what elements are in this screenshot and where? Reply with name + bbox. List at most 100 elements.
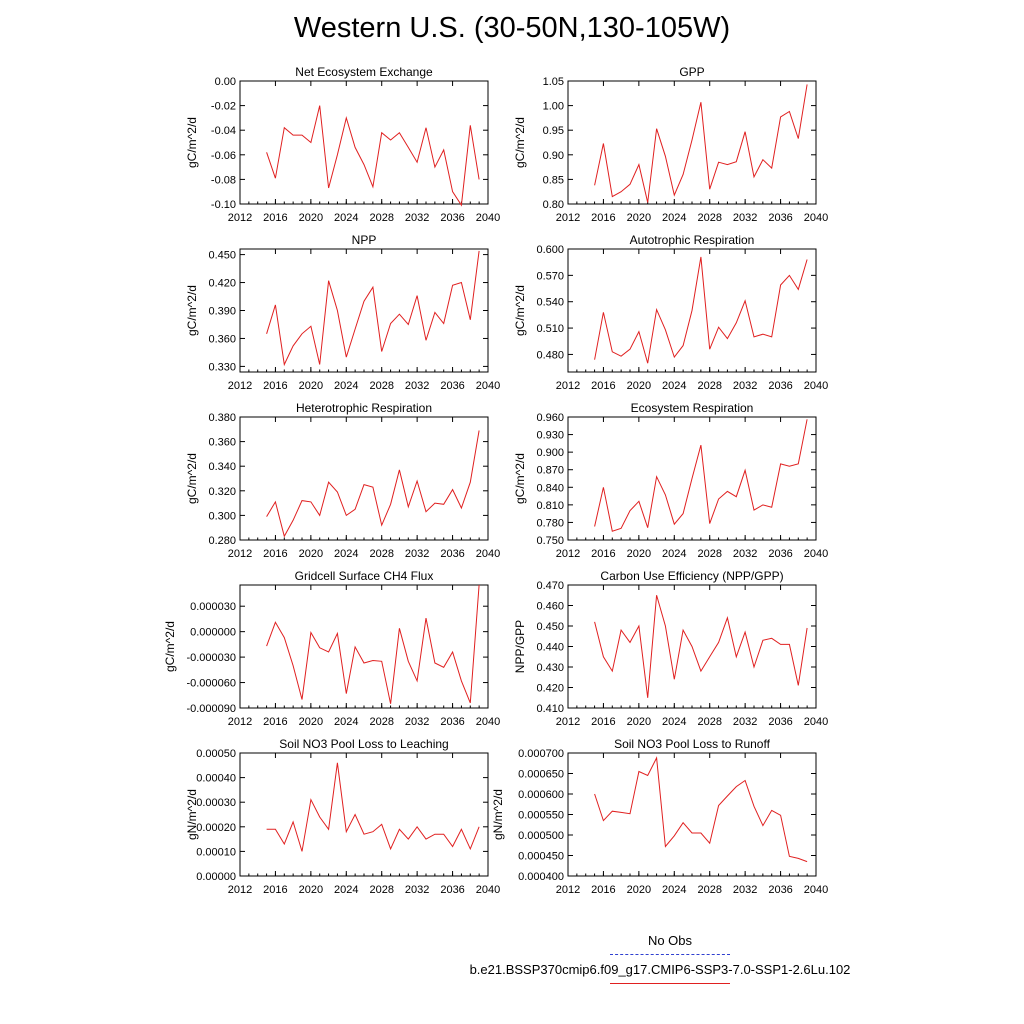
chart-6: Ecosystem Respiration 2012 2016 2020 2024 202… — [513, 401, 828, 560]
x-tick-label: 2028 — [369, 380, 393, 392]
x-tick-label: 2012 — [556, 212, 580, 224]
chart-title: Net Ecosystem Exchange — [295, 65, 433, 79]
page-title: Western U.S. (30-50N,130-105W) — [293, 12, 731, 44]
x-tick-label: 2020 — [299, 212, 323, 224]
chart-5: Heterotrophic Respiration 2012 2016 2020 202… — [185, 401, 500, 560]
x-tick-label: 2016 — [263, 212, 287, 224]
y-tick-label: 1.05 — [543, 76, 564, 88]
x-tick-label: 2028 — [697, 716, 721, 728]
y-tick-label: 0.420 — [536, 683, 564, 695]
y-tick-label: 0.000700 — [518, 748, 564, 760]
x-tick-label: 2012 — [556, 548, 580, 560]
chart-title: Ecosystem Respiration — [631, 401, 754, 415]
chart-title: Heterotrophic Respiration — [296, 401, 432, 415]
x-tick-label: 2028 — [369, 884, 393, 896]
y-tick-label: 0.360 — [208, 333, 236, 345]
x-tick-label: 2036 — [768, 884, 792, 896]
x-tick-label: 2020 — [627, 884, 651, 896]
y-tick-label: -0.10 — [211, 199, 236, 211]
x-tick-label: 2012 — [228, 212, 252, 224]
x-tick-label: 2020 — [627, 212, 651, 224]
x-tick-label: 2012 — [556, 380, 580, 392]
x-tick-label: 2032 — [405, 212, 429, 224]
x-tick-label: 2040 — [804, 212, 828, 224]
x-tick-label: 2040 — [804, 884, 828, 896]
y-axis-label: gN/m^2/d — [185, 789, 199, 840]
x-tick-label: 2032 — [733, 716, 757, 728]
x-tick-label: 2016 — [591, 884, 615, 896]
x-tick-label: 2016 — [263, 884, 287, 896]
y-tick-label: 0.320 — [208, 486, 236, 498]
x-tick-label: 2020 — [299, 716, 323, 728]
y-axis-label: gC/m^2/d — [185, 453, 199, 504]
y-tick-label: 0.00040 — [196, 773, 236, 785]
x-tick-label: 2024 — [662, 212, 686, 224]
y-tick-label: 0.000000 — [190, 627, 236, 639]
x-tick-label: 2036 — [440, 548, 464, 560]
y-tick-label: 0.510 — [536, 323, 564, 335]
y-tick-label: 0.480 — [536, 349, 564, 361]
chart-title: NPP — [352, 233, 377, 247]
x-tick-label: 2020 — [627, 380, 651, 392]
x-tick-label: 2040 — [804, 548, 828, 560]
y-tick-label: 0.900 — [536, 447, 564, 459]
y-tick-label: 0.00050 — [196, 748, 236, 760]
chart-9: Soil NO3 Pool Loss to Leaching 2012 2016 20… — [185, 737, 500, 896]
chart-title: Soil NO3 Pool Loss to Runoff — [614, 737, 771, 751]
chart-title: Soil NO3 Pool Loss to Leaching — [279, 737, 448, 751]
y-tick-label: 0.00 — [215, 76, 236, 88]
y-axis-label: gC/m^2/d — [185, 285, 199, 336]
y-tick-label: 0.930 — [536, 430, 564, 442]
y-tick-label: -0.000090 — [186, 703, 236, 715]
plot-frame — [239, 416, 489, 541]
y-tick-label: 0.000550 — [518, 810, 564, 822]
x-tick-label: 2020 — [299, 380, 323, 392]
x-tick-label: 2028 — [369, 716, 393, 728]
x-tick-label: 2036 — [768, 548, 792, 560]
x-tick-label: 2036 — [768, 380, 792, 392]
y-tick-label: 0.450 — [536, 621, 564, 633]
series-line — [266, 762, 480, 852]
x-tick-label: 2024 — [662, 548, 686, 560]
x-tick-label: 2016 — [591, 380, 615, 392]
y-tick-label: 0.440 — [536, 642, 564, 654]
chart-3: NPP 2012 2016 2020 2024 2028 2032 2036 2040 0.330… — [185, 233, 500, 392]
x-tick-label: 2036 — [440, 884, 464, 896]
y-tick-label: 0.340 — [208, 461, 236, 473]
y-tick-label: -0.02 — [211, 101, 236, 113]
x-tick-label: 2012 — [228, 884, 252, 896]
x-tick-label: 2040 — [804, 716, 828, 728]
y-tick-label: 0.95 — [543, 125, 564, 137]
x-tick-label: 2028 — [697, 548, 721, 560]
x-tick-label: 2024 — [662, 716, 686, 728]
y-tick-label: -0.06 — [211, 150, 236, 162]
x-tick-label: 2012 — [228, 380, 252, 392]
y-tick-label: 0.00010 — [196, 846, 236, 858]
y-tick-label: 0.000030 — [190, 601, 236, 613]
x-tick-label: 2024 — [334, 716, 358, 728]
y-tick-label: -0.000060 — [186, 678, 236, 690]
y-axis-label: gC/m^2/d — [163, 621, 177, 672]
x-tick-label: 2040 — [804, 380, 828, 392]
y-tick-label: 1.00 — [543, 101, 564, 113]
y-axis-label: NPP/GPP — [513, 620, 527, 673]
y-tick-label: 0.000600 — [518, 789, 564, 801]
chart-title: Gridcell Surface CH4 Flux — [295, 569, 434, 583]
y-tick-label: 0.840 — [536, 482, 564, 494]
x-tick-label: 2028 — [697, 212, 721, 224]
x-tick-label: 2028 — [369, 212, 393, 224]
series-line — [266, 430, 480, 538]
y-tick-label: 0.420 — [208, 278, 236, 290]
x-tick-label: 2032 — [733, 884, 757, 896]
chart-1: Net Ecosystem Exchange 2012 2016 2020 2024 20… — [185, 65, 500, 224]
series-line — [266, 105, 480, 207]
x-tick-label: 2012 — [228, 548, 252, 560]
x-tick-label: 2012 — [228, 716, 252, 728]
x-tick-label: 2016 — [263, 548, 287, 560]
x-tick-label: 2020 — [299, 884, 323, 896]
y-tick-label: 0.300 — [208, 510, 236, 522]
x-tick-label: 2032 — [405, 716, 429, 728]
y-tick-label: 0.540 — [536, 297, 564, 309]
x-tick-label: 2040 — [476, 884, 500, 896]
